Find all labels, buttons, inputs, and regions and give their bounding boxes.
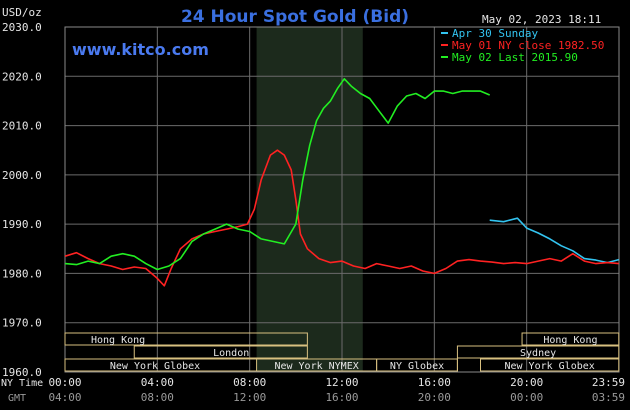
x-tick-label-ny: 16:00	[418, 376, 451, 389]
units-label: USD/oz	[2, 6, 42, 19]
x-tick-label-gmt: 16:00	[325, 391, 358, 404]
market-session-box	[64, 332, 308, 346]
y-tick-label: 2030.0	[2, 21, 42, 34]
market-session-label: New York NYMEX	[274, 361, 358, 372]
nymex-session-highlight	[256, 27, 363, 372]
market-session-label: Hong Kong	[91, 335, 145, 346]
price-lines	[64, 78, 620, 287]
market-sessions: Hong Kong Hong Kong London Sydney New York G…	[64, 332, 620, 372]
market-session-label: NY Globex	[390, 361, 444, 372]
x-tick-label-ny: 04:00	[141, 376, 174, 389]
may02-series-line	[64, 78, 491, 271]
market-session-box	[456, 345, 620, 359]
x-tick-label-gmt: 12:00	[233, 391, 266, 404]
market-session-label: London	[213, 348, 249, 359]
plot-frame	[64, 26, 620, 373]
y-tick-label: 2000.0	[2, 169, 42, 182]
y-axis: 2030.0 2020.0 2010.0 2000.0 1990.0 1980.0 1970…	[2, 21, 42, 379]
x-tick-label-ny: 00:00	[48, 376, 81, 389]
x-tick-label-gmt: 03:59	[592, 391, 625, 404]
chart-title: 24 Hour Spot Gold (Bid)	[181, 7, 409, 27]
y-tick-label: 2010.0	[2, 120, 42, 133]
gmt-row-label: GMT	[8, 393, 26, 404]
x-tick-label-gmt: 20:00	[418, 391, 451, 404]
market-session-label: New York Globex	[110, 361, 200, 372]
site-link[interactable]: www.kitco.com	[72, 40, 209, 59]
datetime-label: May 02, 2023 18:11	[482, 13, 601, 26]
legend-label: May 02 Last 2015.90	[452, 51, 578, 64]
x-tick-label-gmt: 08:00	[141, 391, 174, 404]
market-session-box	[521, 332, 620, 346]
y-tick-label: 1980.0	[2, 267, 42, 280]
market-session-label: Sydney	[520, 348, 556, 359]
apr30-series-line	[489, 217, 620, 264]
market-session-label: Hong Kong	[543, 335, 597, 346]
x-tick-label-gmt: 00:00	[510, 391, 543, 404]
market-session-label: New York Globex	[504, 361, 594, 372]
x-tick-label-ny: 12:00	[325, 376, 358, 389]
y-tick-label: 2020.0	[2, 70, 42, 83]
x-axis: 00:00 04:00 08:00 12:00 16:00 20:00 23:59 04:00…	[1, 376, 625, 404]
x-tick-label-gmt: 04:00	[48, 391, 81, 404]
market-session-box	[480, 358, 620, 372]
y-tick-label: 1960.0	[2, 366, 42, 379]
market-session-box	[133, 345, 308, 359]
y-tick-label: 1990.0	[2, 218, 42, 231]
market-session-box	[376, 358, 458, 372]
legend-label: Apr 30 Sunday	[452, 27, 538, 40]
x-tick-label-ny: 20:00	[510, 376, 543, 389]
ny-time-row-label: NY Time	[1, 378, 43, 389]
x-tick-label-ny: 23:59	[592, 376, 625, 389]
may01-series-line	[64, 149, 619, 287]
y-tick-label: 1970.0	[2, 317, 42, 330]
x-tick-label-ny: 08:00	[233, 376, 266, 389]
legend-label: May 01 NY close 1982.50	[452, 39, 604, 52]
